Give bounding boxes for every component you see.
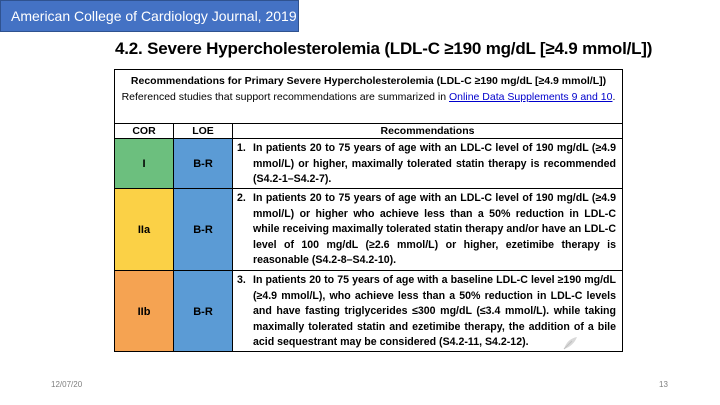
table-header-period: . [612,91,616,103]
recommendation-text: In patients 20 to 75 years of age with a… [253,192,616,266]
recommendation-number: 3. [237,274,246,286]
table-header-title: Recommendations for Primary Severe Hyper… [130,75,607,87]
cor-cell: IIa [115,189,174,271]
recommendation-row: 1. In patients 20 to 75 years of age wit… [233,139,622,189]
column-header-cor: COR [115,124,174,139]
slide-title: 4.2. Severe Hypercholesterolemia (LDL-C … [115,39,653,58]
recommendation-row: 2. In patients 20 to 75 years of age wit… [233,189,622,271]
recommendation-text: In patients 20 to 75 years of age with a… [253,142,616,185]
loe-cell: B-R [174,189,233,271]
page-number: 13 [659,380,668,389]
column-header-recommendations: Recommendations [233,124,622,139]
recommendation-text: In patients 20 to 75 years of age with a… [253,274,616,348]
column-header-loe: LOE [174,124,233,139]
recommendation-number: 1. [237,142,246,154]
recommendation-row: 3. In patients 20 to 75 years of age wit… [233,271,622,351]
table-header: Recommendations for Primary Severe Hyper… [115,70,622,124]
source-badge: American College of Cardiology Journal, … [0,0,299,32]
footer-date: 12/07/20 [51,380,83,389]
table-header-note-line: Referenced studies that support recommen… [115,89,622,105]
table-header-note: Referenced studies that support recommen… [121,91,447,103]
cor-cell: I [115,139,174,189]
loe-cell: B-R [174,271,233,351]
recommendations-table: Recommendations for Primary Severe Hyper… [114,69,623,352]
data-supplements-link[interactable]: Online Data Supplements 9 and 10 [449,91,613,103]
recommendation-number: 2. [237,192,246,204]
cor-cell: IIb [115,271,174,351]
loe-cell: B-R [174,139,233,189]
leaf-icon [563,337,577,350]
